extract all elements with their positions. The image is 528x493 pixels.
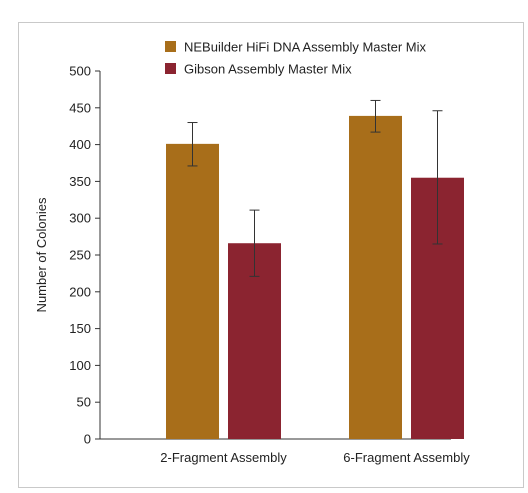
y-tick-label: 100 bbox=[69, 358, 91, 373]
x-tick-label: 2-Fragment Assembly bbox=[160, 450, 287, 465]
y-tick-label: 250 bbox=[69, 248, 91, 263]
y-tick-label: 400 bbox=[69, 137, 91, 152]
error-bars bbox=[187, 99, 443, 277]
chart-frame: NEBuilder HiFi DNA Assembly Master Mix Gi… bbox=[18, 22, 524, 488]
y-tick-label: 300 bbox=[69, 211, 91, 226]
y-tick-label: 200 bbox=[69, 284, 91, 299]
y-axis-label: Number of Colonies bbox=[34, 197, 49, 312]
legend-label: Gibson Assembly Master Mix bbox=[184, 62, 352, 77]
y-tick-label: 150 bbox=[69, 321, 91, 336]
y-tick-label: 0 bbox=[84, 432, 91, 447]
bar-chart: NEBuilder HiFi DNA Assembly Master Mix Gi… bbox=[34, 40, 470, 466]
legend-swatch bbox=[165, 41, 176, 52]
bar bbox=[349, 115, 402, 440]
legend-swatch bbox=[165, 63, 176, 74]
y-tick-label: 500 bbox=[69, 64, 91, 79]
y-tick-label: 450 bbox=[69, 100, 91, 115]
axes: 0 50 100 150 200 250 300 350 400 450 500 Number of … bbox=[34, 64, 470, 466]
y-tick-label: 350 bbox=[69, 174, 91, 189]
x-tick-label: 6-Fragment Assembly bbox=[343, 450, 470, 465]
legend: NEBuilder HiFi DNA Assembly Master Mix Gi… bbox=[165, 40, 426, 77]
bars bbox=[166, 115, 464, 440]
legend-label: NEBuilder HiFi DNA Assembly Master Mix bbox=[184, 40, 426, 55]
bar bbox=[166, 143, 219, 439]
y-tick-label: 50 bbox=[77, 395, 91, 410]
